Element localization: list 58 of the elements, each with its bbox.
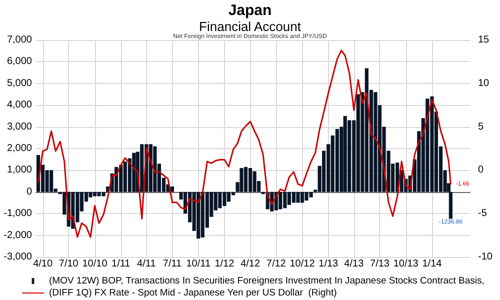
- bar: [240, 168, 244, 192]
- legend-label: (MOV 12W) BOP, Transactions In Securities Foreigners Investment In Japanese Stocks Contract Basis,: [49, 276, 484, 286]
- y-tick-label: 4,000: [6, 100, 32, 111]
- x-tick-label: 1/14: [422, 258, 442, 270]
- x-tick-label: 7/13: [370, 258, 390, 270]
- bar: [132, 152, 136, 192]
- chart-subtitle: Financial Account: [199, 19, 302, 34]
- legend-label: (DIFF 1Q) FX Rate - Spot Mid - Japanese Yen per US Dollar (Right): [49, 288, 337, 298]
- bar: [356, 94, 360, 192]
- bar: [343, 116, 347, 192]
- x-tick-label: 10/11: [186, 258, 211, 270]
- x-tick-label: 10/10: [82, 258, 108, 270]
- y-tick-label: -3,000: [4, 252, 32, 262]
- bar: [226, 192, 231, 202]
- bar: [300, 192, 304, 203]
- y2-tick-label: 0: [478, 164, 484, 176]
- x-tick-label: 4/13: [344, 258, 364, 270]
- y-tick-label: 3,000: [6, 121, 32, 132]
- y-tick-label: 5,000: [6, 78, 32, 89]
- bar: [92, 192, 97, 196]
- y2-tick-label: -10: [478, 252, 493, 262]
- y2-tick-label: 15: [478, 34, 490, 46]
- y2-tick-label: -5: [478, 208, 488, 220]
- x-tick-label: 4/10: [33, 258, 53, 270]
- bar: [170, 186, 174, 192]
- y2-tick-label: 10: [478, 78, 490, 89]
- x-tick-label: 7/10: [58, 258, 79, 270]
- bar: [252, 171, 256, 192]
- y-tick-label: 0: [26, 186, 32, 198]
- y-tick-label: 1,000: [6, 164, 32, 176]
- x-tick-label: 10/13: [393, 258, 419, 270]
- x-tick-label: 4/12: [240, 258, 260, 270]
- bar: [153, 146, 157, 192]
- y-tick-label: -2,000: [4, 230, 32, 241]
- bar: [278, 192, 282, 210]
- y-tick-label: 7,000: [6, 34, 32, 46]
- y-tick-label: 6,000: [6, 56, 32, 68]
- x-tick-label: 7/12: [266, 258, 286, 270]
- bar: [50, 170, 54, 192]
- x-tick-label: 10/12: [290, 258, 316, 270]
- x-tick-label: 1/11: [112, 258, 131, 270]
- y-tick-label: 2,000: [6, 143, 32, 154]
- chart-title: Japan: [228, 2, 272, 19]
- bar: [196, 192, 200, 239]
- bar: [292, 192, 296, 203]
- bar: [296, 192, 300, 203]
- x-tick-label: 7/11: [162, 258, 182, 270]
- y2-tick-label: 5: [478, 121, 484, 132]
- bar: [244, 166, 248, 192]
- bar: [88, 192, 92, 198]
- x-tick-label: 1/13: [318, 258, 339, 270]
- y-tick-label: -1,000: [4, 208, 32, 220]
- bar: [335, 128, 339, 192]
- x-tick-label: 1/12: [214, 258, 235, 270]
- bar: [348, 120, 352, 192]
- bar: [374, 92, 378, 192]
- x-tick-label: 4/11: [137, 258, 156, 270]
- bar: [140, 144, 144, 192]
